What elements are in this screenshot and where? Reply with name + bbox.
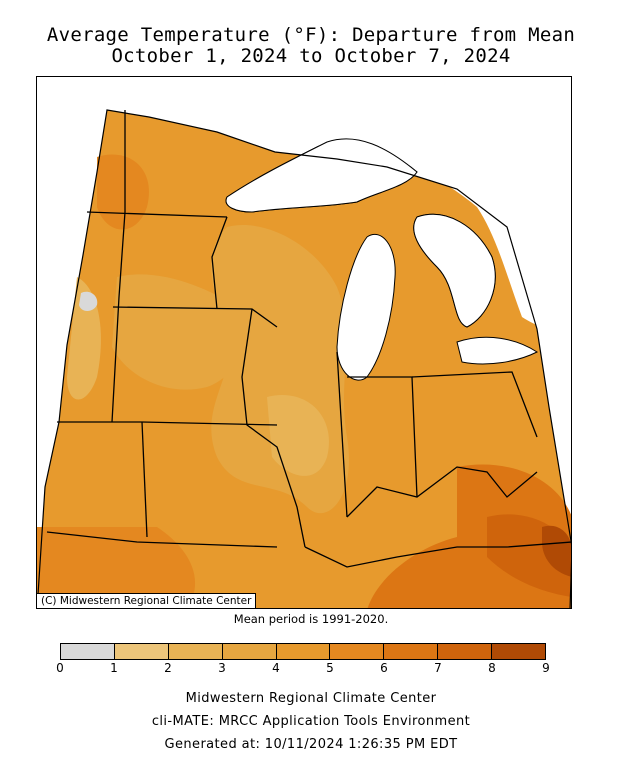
legend-swatch [61, 644, 115, 659]
legend-tick-label: 4 [272, 661, 280, 675]
map-title-line2: October 1, 2024 to October 7, 2024 [111, 45, 511, 67]
legend-swatch [222, 644, 277, 659]
warm-zone-minnesota [97, 154, 149, 230]
legend-tick-label: 6 [380, 661, 388, 675]
legend-swatch [114, 644, 169, 659]
color-legend [60, 643, 546, 660]
light-zone-iowa [112, 274, 246, 390]
legend-tick-label: 9 [542, 661, 550, 675]
temperature-departure-map: (C) Midwestern Regional Climate Center [36, 76, 572, 609]
mean-period-note: Mean period is 1991-2020. [233, 612, 389, 626]
hot-zone-corner [542, 525, 571, 577]
legend-swatch [384, 644, 439, 659]
footer-organization: Midwestern Regional Climate Center [185, 691, 437, 706]
canada-area [97, 77, 571, 346]
map-graphic [37, 77, 571, 608]
legend-swatch [276, 644, 331, 659]
state-borders [46, 110, 571, 568]
warm-zone-missouri [37, 527, 196, 608]
legend-tick-label: 2 [164, 661, 172, 675]
legend-tick-label: 5 [326, 661, 334, 675]
gray-zone [79, 291, 98, 311]
footer-tool: cli-MATE: MRCC Application Tools Environ… [151, 714, 471, 729]
light-zone-indiana [267, 395, 329, 476]
copyright-label: (C) Midwestern Regional Climate Center [37, 593, 257, 608]
legend-swatch [492, 644, 546, 659]
legend-tick-label: 1 [110, 661, 118, 675]
legend-swatch [330, 644, 385, 659]
map-title-line1: Average Temperature (°F): Departure from… [46, 24, 576, 46]
lake-erie-ontario [456, 336, 539, 365]
legend-tick-label: 7 [434, 661, 442, 675]
legend-tick-label: 3 [218, 661, 226, 675]
legend-tick-label: 8 [488, 661, 496, 675]
legend-tick-label: 0 [56, 661, 64, 675]
legend-swatch [438, 644, 493, 659]
legend-swatch [168, 644, 223, 659]
footer-generated: Generated at: 10/11/2024 1:26:35 PM EDT [164, 737, 458, 752]
